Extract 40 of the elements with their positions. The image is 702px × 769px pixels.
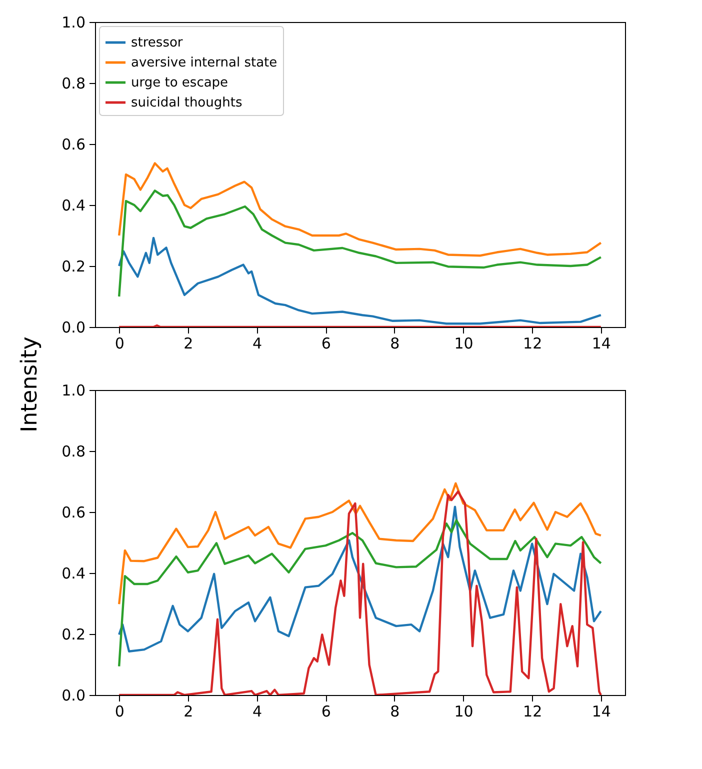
x-tick-label: 4 <box>252 334 262 352</box>
line-series <box>118 190 602 298</box>
y-tick-label: 1.0 <box>62 14 86 32</box>
x-tick-label: 2 <box>184 334 194 352</box>
legend-label: suicidal thoughts <box>131 96 242 110</box>
x-tick-label: 12 <box>523 334 542 352</box>
legend-label: aversive internal state <box>131 56 278 70</box>
x-tick-label: 10 <box>454 702 474 720</box>
legend-label: urge to escape <box>131 76 228 90</box>
y-tick-label: 0.0 <box>62 686 86 704</box>
y-tick-label: 0.8 <box>62 74 86 92</box>
y-tick-label: 0.8 <box>62 442 86 460</box>
x-tick-label: 14 <box>592 334 611 352</box>
legend-label: stressor <box>131 36 184 50</box>
y-tick-label: 0.4 <box>62 196 86 214</box>
y-tick-label: 0.2 <box>62 626 86 644</box>
x-tick-label: 4 <box>252 702 262 720</box>
x-tick-label: 2 <box>184 702 194 720</box>
x-tick-label: 10 <box>454 334 474 352</box>
line-series <box>118 236 602 325</box>
y-tick-label: 0.6 <box>62 136 86 154</box>
line-series <box>118 519 602 668</box>
y-tick-label: 0.4 <box>62 564 86 582</box>
x-tick-label: 14 <box>592 702 611 720</box>
y-tick-label: 0.0 <box>62 318 86 336</box>
line-series <box>118 482 602 606</box>
x-tick-label: 6 <box>321 702 331 720</box>
x-tick-label: 0 <box>114 702 124 720</box>
x-tick-label: 8 <box>390 702 400 720</box>
x-tick-label: 0 <box>114 334 124 352</box>
y-axis-title: Intensity <box>18 336 43 432</box>
x-tick-label: 8 <box>390 334 400 352</box>
y-tick-label: 0.6 <box>62 504 86 522</box>
y-tick-label: 0.2 <box>62 258 86 276</box>
x-tick-label: 12 <box>523 702 542 720</box>
y-tick-label: 1.0 <box>62 382 86 400</box>
line-series <box>118 490 602 695</box>
x-tick-label: 6 <box>321 334 331 352</box>
line-series <box>118 162 602 257</box>
line-series <box>118 506 602 652</box>
